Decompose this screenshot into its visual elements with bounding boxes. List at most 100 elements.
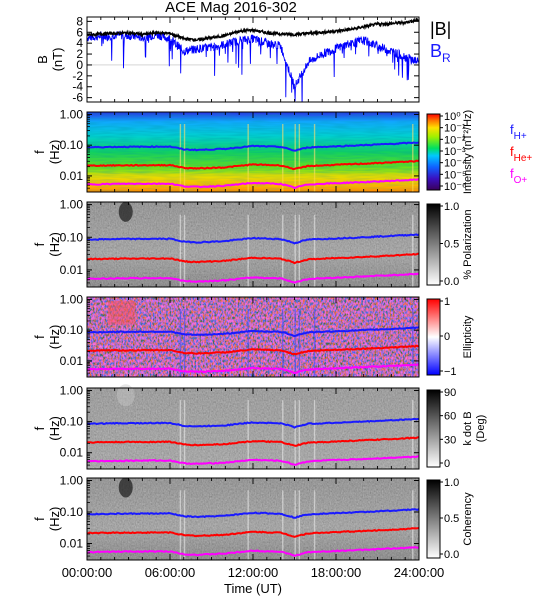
streak [313,490,316,560]
panel-5: 90 60 30 0 k dot B (Deg) 1.00 0.10 0.01 f (Hz) [32,383,487,470]
panel-4: 1 0 −1 Ellipticity 1.00 0.10 0.01 f (Hz) [32,292,474,378]
y-tick-label: 6 [76,25,83,39]
ellipticity-patch [107,300,136,325]
colorbar-title: Intensity (nT²/Hz) [462,110,474,194]
streak [247,400,249,469]
streak [294,124,296,192]
legend-hplus: fH+ [510,122,527,142]
panel-3: 1.0 0.5 0.0% Polarization 1.00 0.10 0.01 f (Hz) [32,198,474,288]
colorbar-tick-label: 1.0 [444,201,459,213]
y-label-main: f [32,150,47,154]
y-label-sub: (Hz) [47,507,62,532]
streak [282,400,284,469]
spectrogram-texture [87,112,419,192]
colorbar-title-2: (Deg) [475,415,487,443]
colorbar-tick-label: 0.5 [444,239,459,251]
x-tick-label: 24:00:00 [394,565,445,580]
y-tick-label: -6 [72,91,83,105]
y-tick-label: 0.01 [60,354,84,368]
dark-patch [118,477,133,498]
streak [247,214,249,287]
gyrofrequency-line-heplus [86,344,420,356]
colorbar-tick-label: 0.0 [444,549,459,561]
spectrogram-streaks [179,124,414,192]
streak [294,214,296,287]
gyrofrequency-line-oplus [86,272,420,284]
y-tick-label: -2 [72,69,83,83]
colorbar-tick-label: −1 [444,366,457,378]
legend-heplus: fHe+ [510,144,532,164]
y-tick-label: 8 [76,14,83,28]
gyrofrequency-line-hplus [86,233,420,245]
colorbar-title: Ellipticity [462,315,474,358]
streak [183,124,186,192]
gyrofrequency-line-heplus [86,436,420,447]
colorbar-tick-label: 0 [444,331,450,343]
gyrofrequency-line-heplus [86,159,420,171]
y-tick-label: 0.10 [60,415,84,429]
colorbar [426,113,441,191]
colorbar-tick-label: 30 [444,434,456,446]
colorbar-tick-label: 10⁻⁵ [444,169,467,181]
colorbar-tick-label: 10⁰ [444,111,461,123]
streak [298,490,301,560]
y-tick-label: 0.01 [60,169,84,183]
spectrogram-texture [87,478,419,560]
legend-sub: H+ [514,131,527,142]
y-tick-label: 0 [76,58,83,72]
streak [247,124,249,192]
streak [412,309,414,377]
y-tick-label: 0.10 [60,323,84,337]
y-tick-label: 1.00 [60,292,84,306]
legend-main: f [510,166,514,181]
y-tick-label: 1.00 [60,473,84,487]
streak [247,309,249,377]
gyrofrequency-line-heplus [86,527,420,538]
colorbar [426,389,441,468]
streak [294,309,296,377]
streak [298,124,301,192]
streak [313,124,316,192]
spectrogram-streaks [179,309,414,377]
x-axis-label: Time (UT) [224,581,282,596]
legend-sub: O+ [514,175,528,186]
streak [183,214,186,287]
colorbar-tick-label: 60 [444,411,456,423]
streak [179,490,182,560]
y-tick-label: 0.01 [60,537,84,551]
streak [412,400,414,469]
y-label-sub: (Hz) [47,140,62,165]
x-tick-label: 12:00:00 [228,565,279,580]
colorbar-tick-label: 10⁻³ [444,146,466,158]
colorbar-tick-label: 1 [444,296,450,308]
gyrofrequency-line-oplus [86,363,420,375]
colorbar-tick-label: 0.5 [444,513,459,525]
streak [412,490,414,560]
colorbar-tick-label: 10⁻¹ [444,123,466,135]
streak [247,490,249,560]
spectrogram-texture [87,202,419,287]
spectrogram-streaks [179,214,414,287]
gyrofrequency-line-heplus [86,252,420,265]
y-label-main: f [32,242,47,246]
gyrofrequency-line-hplus [86,417,419,429]
streak [282,214,284,287]
y-label-main: f [32,426,47,430]
streak [412,124,414,192]
legend-main: f [510,144,514,159]
streak [179,214,182,287]
y-tick-label: 0.01 [60,446,84,460]
streak [179,124,182,192]
streak [282,309,284,377]
streak [298,400,301,469]
streak [412,214,414,287]
y-label-main: B [35,55,50,64]
spectrogram-texture [87,388,419,469]
colorbar-tick-label: 90 [444,387,456,399]
colorbar-title: % Polarization [462,209,474,279]
y-tick-label: 0.10 [60,230,84,244]
colorbar-title: k dot B [462,411,474,445]
